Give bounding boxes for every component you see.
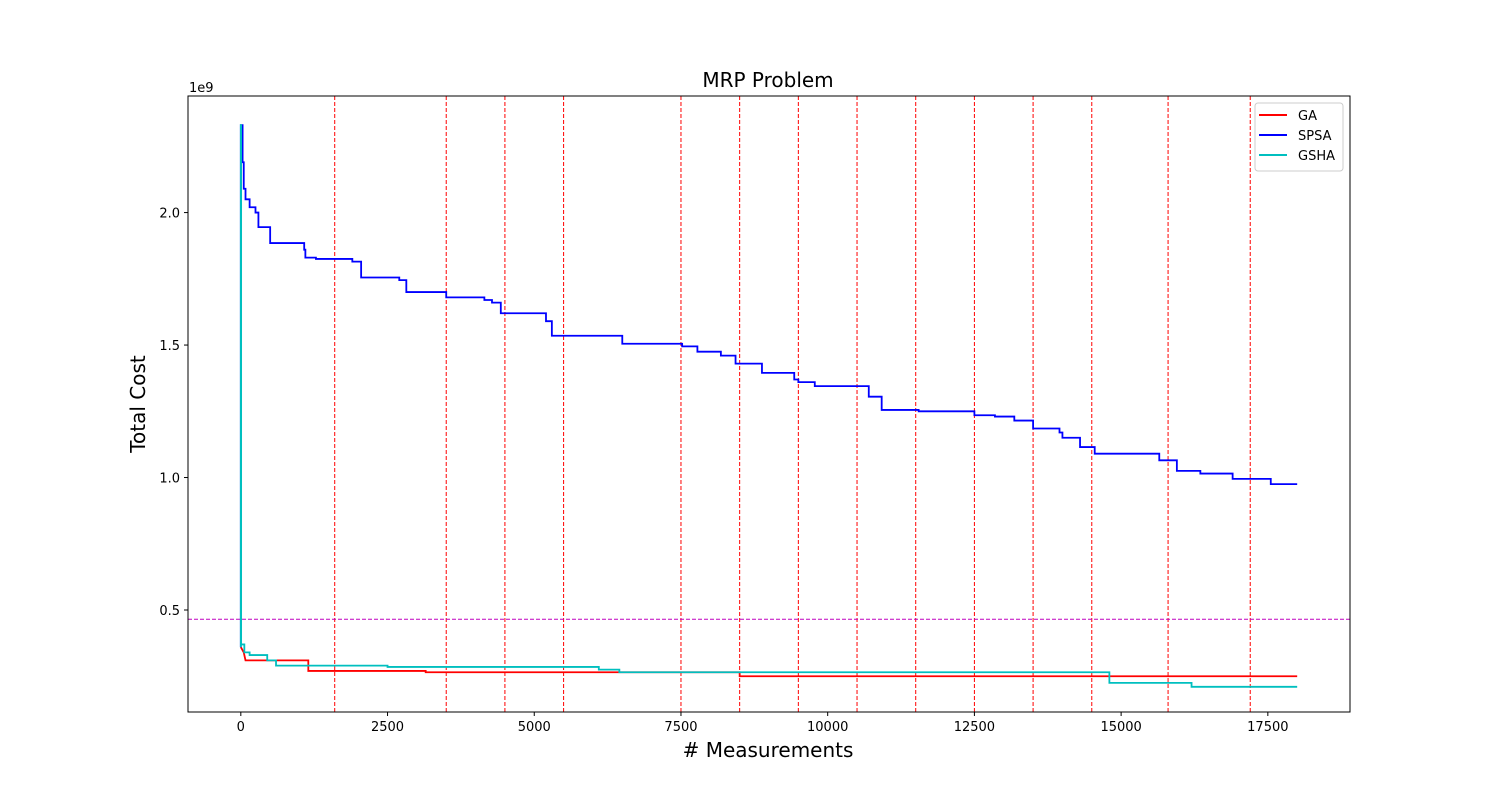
x-tick-label: 2500 xyxy=(371,720,404,735)
chart-title: MRP Problem xyxy=(702,68,833,92)
legend-label-ga: GA xyxy=(1298,109,1317,124)
legend-label-gsha: GSHA xyxy=(1298,149,1335,164)
x-tick-label: 7500 xyxy=(664,720,697,735)
y-offset-label: 1e9 xyxy=(189,81,214,96)
y-tick-label: 1.0 xyxy=(159,472,180,487)
x-tick-label: 17500 xyxy=(1247,720,1288,735)
series-line-ga xyxy=(240,646,1298,678)
x-tick-label: 10000 xyxy=(807,720,848,735)
x-tick-label: 12500 xyxy=(954,720,995,735)
y-axis-label: Total Cost xyxy=(126,355,150,454)
y-tick-label: 2.0 xyxy=(159,207,180,222)
x-tick-label: 5000 xyxy=(518,720,551,735)
x-tick-label: 15000 xyxy=(1100,720,1141,735)
legend-label-spsa: SPSA xyxy=(1298,129,1332,144)
x-tick-label: 0 xyxy=(237,720,245,735)
plot-area: 0 2500 5000 7500 10000 12500 15000 17500 0.5 1.0 1… xyxy=(159,95,1351,735)
series-line-spsa xyxy=(239,124,1298,648)
legend: GA SPSA GSHA xyxy=(1254,102,1344,172)
y-tick-label: 1.5 xyxy=(159,339,180,354)
axes-frame xyxy=(187,95,1351,713)
x-axis-label: # Measurements xyxy=(683,738,854,762)
y-tick-label: 0.5 xyxy=(159,604,180,619)
series-line-gsha xyxy=(239,124,1298,688)
series-group xyxy=(239,124,1298,688)
